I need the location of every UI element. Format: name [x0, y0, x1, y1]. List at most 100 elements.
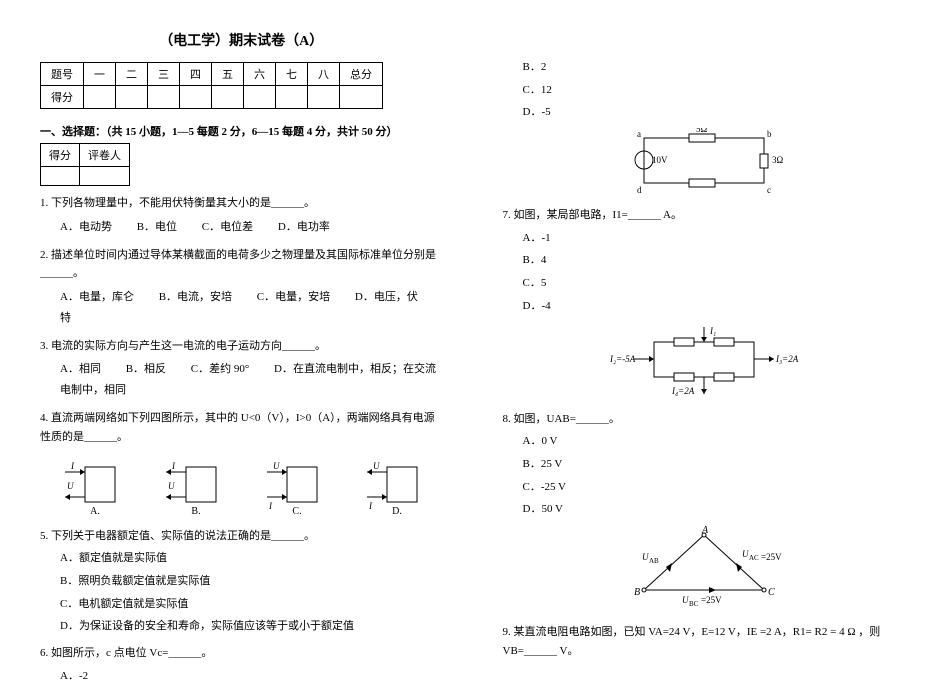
option: A．额定值就是实际值 — [60, 549, 443, 568]
question-2: 2. 描述单位时间内通过导体某横截面的电荷多少之物理量及其国际标准单位分别是__… — [40, 246, 443, 283]
option: B．电位 — [137, 221, 177, 233]
q4-diagram-b: I U B. — [156, 457, 226, 517]
q5-options: A．额定值就是实际值 B．照明负载额定值就是实际值 C．电机额定值就是实际值 D… — [40, 549, 443, 636]
score-header: 三 — [148, 63, 180, 86]
option: B．4 — [523, 251, 906, 270]
svg-text:d: d — [637, 185, 642, 195]
option: C．12 — [523, 81, 906, 100]
q6-circuit-diagram: 10V 5Ω 3Ω a b c d — [614, 128, 794, 198]
svg-text:B: B — [634, 587, 640, 598]
svg-text:C.: C. — [292, 506, 301, 517]
option: D．-5 — [523, 103, 906, 122]
svg-text:a: a — [637, 129, 641, 139]
question-3: 3. 电流的实际方向与产生这一电流的电子运动方向______。 — [40, 337, 443, 356]
svg-text:U: U — [642, 552, 649, 562]
score-header: 二 — [116, 63, 148, 86]
question-8: 8. 如图，UAB=______。 — [503, 410, 906, 429]
svg-text:I: I — [70, 461, 75, 471]
score-header: 六 — [244, 63, 276, 86]
svg-text:c: c — [767, 185, 771, 195]
question-1: 1. 下列各物理量中，不能用伏特衡量其大小的是______。 — [40, 194, 443, 213]
q7-circuit-diagram: I₁ I₂=-5A I₃=2A I₄=2A — [604, 322, 804, 402]
svg-text:U: U — [273, 461, 280, 471]
svg-text:B.: B. — [191, 506, 200, 517]
score-table: 题号 一 二 三 四 五 六 七 八 总分 得分 — [40, 62, 383, 109]
option: B．相反 — [126, 363, 166, 375]
svg-text:3Ω: 3Ω — [772, 155, 784, 165]
score-header: 七 — [276, 63, 308, 86]
option: D．电功率 — [278, 221, 330, 233]
question-4: 4. 直流两端网络如下列四图所示，其中的 U<0（V），I>0（A），两端网络具… — [40, 409, 443, 446]
q4-diagram-d: U I D. — [357, 457, 427, 517]
q8-options: A．0 V B．25 V C．-25 V D．50 V — [503, 432, 906, 519]
option: B．电流，安培 — [159, 291, 232, 303]
q1-options: A．电动势 B．电位 C．电位差 D．电功率 — [60, 217, 443, 238]
q4-diagram-a: I U A. — [55, 457, 125, 517]
svg-text:10V: 10V — [652, 155, 668, 165]
svg-text:D.: D. — [392, 506, 402, 517]
q2-options: A．电量，库仑 B．电流，安培 C．电量，安培 D．电压，伏特 — [60, 287, 443, 329]
option: C．电机额定值就是实际值 — [60, 595, 443, 614]
score-header: 总分 — [340, 63, 383, 86]
svg-text:I₂=-5A: I₂=-5A — [609, 354, 636, 364]
q4-diagram-c: U I C. — [257, 457, 327, 517]
exam-title: （电工学）期末试卷（A） — [40, 30, 443, 50]
score-header: 五 — [212, 63, 244, 86]
svg-text:U: U — [67, 481, 74, 491]
svg-text:I: I — [268, 501, 273, 511]
svg-text:AB: AB — [649, 557, 659, 565]
option: C．-25 V — [523, 478, 906, 497]
option: B．25 V — [523, 455, 906, 474]
option: C．电量，安培 — [257, 291, 330, 303]
option: D．-4 — [523, 297, 906, 316]
option: B．照明负载额定值就是实际值 — [60, 572, 443, 591]
option: A．电动势 — [60, 221, 112, 233]
q4-diagrams: I U A. I U B. U — [40, 457, 443, 517]
score-row-label: 得分 — [41, 86, 84, 109]
svg-text:U: U — [742, 549, 749, 559]
score-header: 四 — [180, 63, 212, 86]
option: A．相同 — [60, 363, 101, 375]
table-row: 得分 — [41, 86, 383, 109]
question-6: 6. 如图所示，c 点电位 Vc=______。 — [40, 644, 443, 663]
svg-text:C: C — [768, 587, 775, 598]
svg-text:I: I — [368, 501, 373, 511]
svg-text:=25V: =25V — [701, 595, 722, 605]
svg-text:I: I — [171, 461, 176, 471]
score-header: 题号 — [41, 63, 84, 86]
option: D．为保证设备的安全和寿命，实际值应该等于或小于额定值 — [60, 617, 443, 636]
svg-text:AC: AC — [749, 554, 759, 562]
mini-cell: 得分 — [41, 144, 80, 167]
table-row: 题号 一 二 三 四 五 六 七 八 总分 — [41, 63, 383, 86]
option: A．0 V — [523, 432, 906, 451]
option: B．2 — [523, 58, 906, 77]
q6-option-a-left: A．-2 — [40, 667, 443, 686]
q6-options-right: B．2 C．12 D．-5 — [503, 58, 906, 122]
mini-cell: 评卷人 — [80, 144, 130, 167]
svg-text:U: U — [682, 595, 689, 605]
svg-text:5Ω: 5Ω — [696, 128, 708, 134]
q7-options: A．-1 B．4 C．5 D．-4 — [503, 229, 906, 316]
option: A．电量，库仑 — [60, 291, 134, 303]
score-header: 八 — [308, 63, 340, 86]
svg-text:I₁: I₁ — [709, 326, 716, 336]
svg-text:BC: BC — [689, 600, 699, 608]
option: A．-2 — [60, 667, 443, 686]
svg-text:=25V: =25V — [761, 552, 782, 562]
option: C．差约 90° — [191, 363, 250, 375]
svg-text:I₃=2A: I₃=2A — [775, 354, 799, 364]
svg-text:U: U — [373, 461, 380, 471]
option: C．电位差 — [202, 221, 253, 233]
svg-text:I₄=2A: I₄=2A — [671, 386, 695, 396]
option: C．5 — [523, 274, 906, 293]
option: A．-1 — [523, 229, 906, 248]
q3-options: A．相同 B．相反 C．差约 90° D．在直流电制中，相反；在交流电制中，相同 — [60, 359, 443, 401]
svg-text:U: U — [168, 481, 175, 491]
grader-mini-table: 得分 评卷人 — [40, 143, 130, 186]
score-header: 一 — [84, 63, 116, 86]
question-5: 5. 下列关于电器额定值、实际值的说法正确的是______。 — [40, 527, 443, 546]
q8-circuit-diagram: UAB UAC=25V UBC=25V A B C — [604, 525, 804, 615]
section1-heading: 一、选择题：（共 15 小题，1—5 每题 2 分，6—15 每题 4 分，共计… — [40, 123, 443, 139]
option: D．50 V — [523, 500, 906, 519]
question-7: 7. 如图，某局部电路，I1=______ A。 — [503, 206, 906, 225]
